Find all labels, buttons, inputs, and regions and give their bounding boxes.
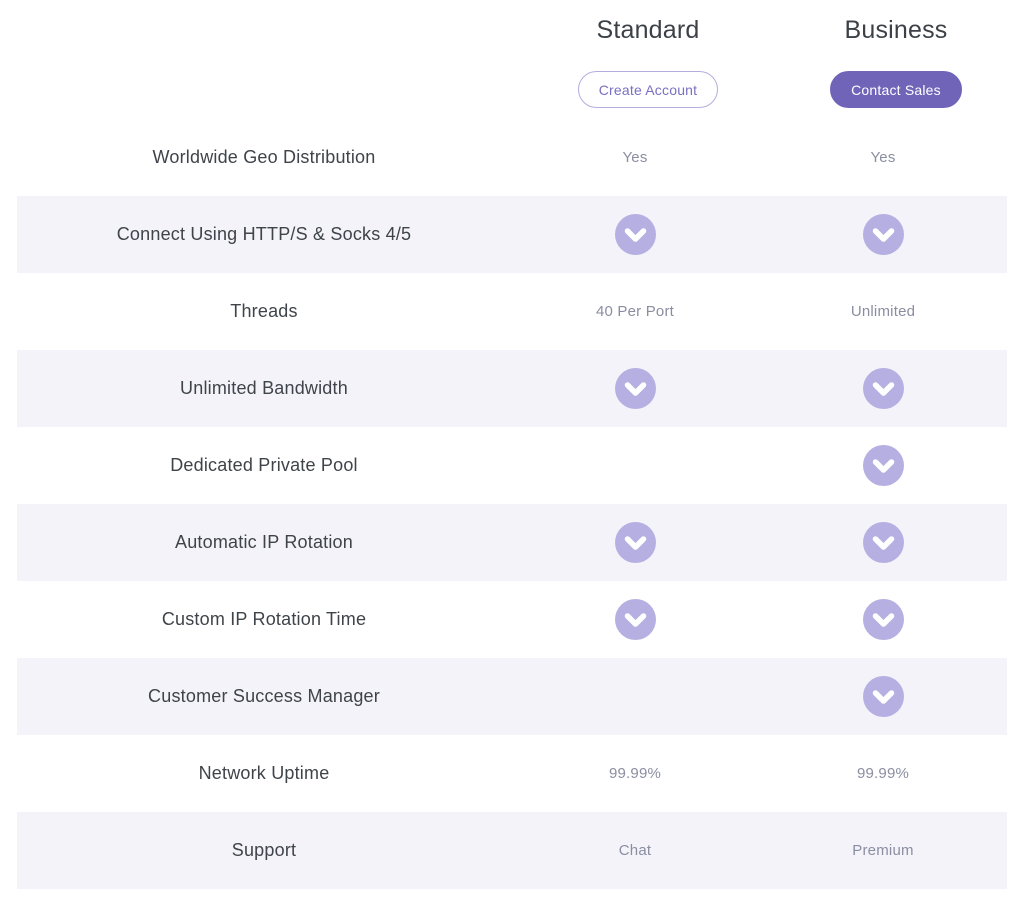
table-row-automatic-ip-rotation: Automatic IP Rotation: [17, 504, 1007, 581]
table-row-unlimited-bandwidth: Unlimited Bandwidth: [17, 350, 1007, 427]
business-value: Premium: [852, 842, 914, 859]
standard-value: 40 Per Port: [595, 303, 675, 320]
check-circle-icon: [614, 214, 656, 255]
create-account-button[interactable]: Create Account: [577, 71, 719, 108]
business-value: [759, 676, 1007, 717]
table-row-custom-ip-rotation-time: Custom IP Rotation Time: [17, 581, 1007, 658]
table-row-support: Support Chat Premium: [17, 812, 1007, 889]
feature-label: Custom IP Rotation Time: [161, 609, 367, 629]
business-value: [759, 368, 1007, 409]
contact-sales-button[interactable]: Contact Sales: [830, 71, 962, 108]
table-row-threads: Threads 40 Per Port Unlimited: [17, 273, 1007, 350]
feature-label: Unlimited Bandwidth: [180, 378, 348, 398]
plans-header: Standard Create Account Business Contact…: [0, 0, 1024, 119]
table-row-dedicated-private-pool: Dedicated Private Pool: [17, 427, 1007, 504]
features-table: Worldwide Geo Distribution Yes Yes Conne…: [0, 119, 1024, 889]
plan-column-standard: Standard Create Account: [524, 0, 772, 119]
business-value: 99.99%: [856, 765, 910, 782]
table-row-customer-success-manager: Customer Success Manager: [17, 658, 1007, 735]
check-circle-icon: [862, 676, 904, 717]
standard-value: [511, 599, 759, 640]
header-feature-spacer: [17, 0, 511, 119]
table-row-network-uptime: Network Uptime 99.99% 99.99%: [17, 735, 1007, 812]
check-circle-icon: [614, 599, 656, 640]
check-circle-icon: [862, 522, 904, 563]
table-row-worldwide-geo-distribution: Worldwide Geo Distribution Yes Yes: [17, 119, 1007, 196]
standard-value: [511, 522, 759, 563]
check-circle-icon: [862, 368, 904, 409]
standard-value: Yes: [622, 149, 648, 166]
standard-value: [511, 214, 759, 255]
table-row-connect-protocols: Connect Using HTTP/S & Socks 4/5: [17, 196, 1007, 273]
plan-column-business: Business Contact Sales: [772, 0, 1020, 119]
check-circle-icon: [614, 368, 656, 409]
feature-label: Dedicated Private Pool: [170, 455, 358, 475]
business-value: Yes: [870, 149, 896, 166]
business-value: [759, 214, 1007, 255]
business-value: [759, 599, 1007, 640]
feature-label: Threads: [230, 301, 298, 321]
check-circle-icon: [862, 599, 904, 640]
feature-label: Network Uptime: [198, 763, 330, 783]
check-circle-icon: [862, 445, 904, 486]
check-circle-icon: [862, 214, 904, 255]
business-value: Unlimited: [850, 303, 916, 320]
standard-value: Chat: [618, 842, 652, 859]
plan-title-business: Business: [844, 16, 948, 44]
feature-label: Customer Success Manager: [148, 686, 380, 706]
business-value: [759, 445, 1007, 486]
feature-label: Connect Using HTTP/S & Socks 4/5: [116, 224, 412, 244]
feature-label: Automatic IP Rotation: [175, 532, 353, 552]
business-value: [759, 522, 1007, 563]
check-circle-icon: [614, 522, 656, 563]
feature-label: Worldwide Geo Distribution: [152, 147, 376, 167]
standard-value: [511, 368, 759, 409]
plan-title-standard: Standard: [596, 16, 700, 44]
feature-label: Support: [231, 840, 297, 860]
standard-value: 99.99%: [608, 765, 662, 782]
